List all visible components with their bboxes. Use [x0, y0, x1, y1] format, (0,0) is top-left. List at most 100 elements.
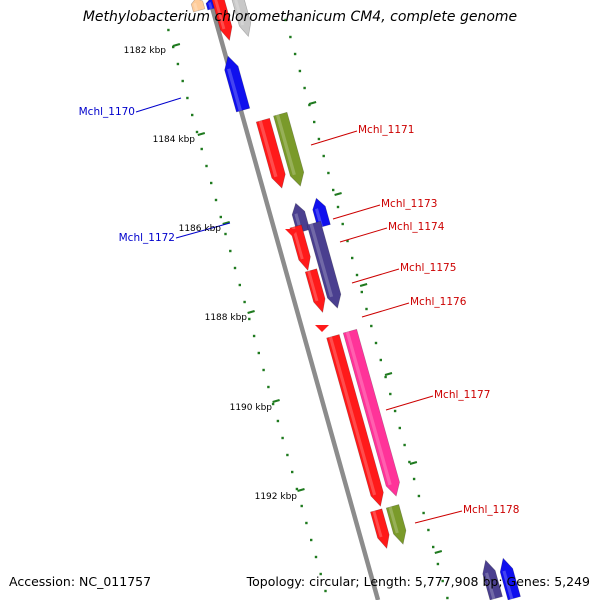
- gene-label-mchl-1172[interactable]: Mchl_1172: [119, 232, 175, 244]
- ruler-dot: [229, 249, 232, 253]
- coordinate-ruler: 1182 kbp 1184 kbp 1186 kbp 1188 kbp 1190…: [124, 46, 298, 502]
- gene-red-forward-2-highlight: [307, 270, 319, 302]
- gene-label-mchl-1173[interactable]: Mchl_1173: [381, 198, 437, 210]
- outer-track-dot: [284, 18, 287, 22]
- gene-red-forward-1-highlight: [258, 120, 278, 178]
- gene-tracks: [167, 0, 521, 600]
- outer-track-dot: [317, 137, 321, 141]
- gene-partial-bottom-blue[interactable]: [499, 557, 521, 600]
- ruler-dot: [262, 368, 265, 372]
- ruler-dot: [224, 232, 227, 236]
- ruler-dot: [191, 113, 194, 117]
- ruler-dot: [276, 419, 280, 423]
- ruler-dot: [295, 487, 299, 491]
- ruler-dot: [310, 538, 313, 542]
- gene-label-mchl-1174[interactable]: Mchl_1174: [388, 221, 445, 233]
- gene-red-forward-2[interactable]: [304, 268, 326, 314]
- ruler-dot: [176, 62, 180, 66]
- gene-navy-reverse[interactable]: [291, 202, 311, 234]
- gene-mchl-1170[interactable]: [224, 55, 251, 113]
- ruler-dot: [167, 28, 170, 32]
- leader-line-mchl-1172: [175, 222, 231, 239]
- major-tick: [222, 221, 230, 225]
- ruler-dot: [281, 436, 284, 440]
- gene-partial-top-red-highlight: [214, 0, 226, 30]
- major-tick: [297, 488, 305, 492]
- ruler-dot: [248, 317, 251, 321]
- outer-track-dot: [322, 154, 325, 158]
- leader-line-mchl-1170: [135, 97, 182, 113]
- outer-track-dot: [327, 171, 330, 175]
- outer-tick: [334, 192, 342, 196]
- ruler-dot: [286, 453, 289, 457]
- ruler-dot: [267, 385, 270, 389]
- gene-mchl-1178[interactable]: [385, 504, 407, 545]
- outer-track-dot: [389, 392, 392, 396]
- ruler-dot: [172, 45, 175, 49]
- outer-track-dot: [422, 511, 425, 515]
- ruler-dot: [205, 164, 208, 168]
- gene-label-mchl-1176[interactable]: Mchl_1176: [410, 296, 467, 308]
- gene-label-mchl-1177[interactable]: Mchl_1177: [434, 389, 490, 401]
- ruler-label-1190: 1190 kbp: [230, 403, 273, 413]
- ruler-dot: [181, 79, 184, 83]
- gene-mchl-1174[interactable]: [289, 224, 311, 272]
- gene-mchl-1172[interactable]: [312, 197, 331, 229]
- gene-partial-top-blue-highlight: [208, 2, 213, 10]
- outer-track-dot: [436, 562, 440, 566]
- ruler-dot: [233, 266, 237, 270]
- gene-label-mchl-1171[interactable]: Mchl_1171: [358, 124, 414, 136]
- gene-mchl-1177[interactable]: [342, 328, 400, 497]
- ruler-label-1186: 1186 kbp: [179, 224, 222, 234]
- outer-track-dot: [446, 596, 449, 600]
- gene-partial-bottom-navy[interactable]: [482, 559, 503, 600]
- leader-line-mchl-1177: [385, 395, 434, 411]
- gene-mchl-1177-red[interactable]: [326, 334, 384, 507]
- gene-mchl-1171-highlight: [275, 114, 296, 176]
- ruler-dot: [200, 147, 203, 151]
- outer-track-dot: [336, 205, 340, 209]
- gene-partial-bottom-blue-highlight: [502, 570, 514, 600]
- gene-red-forward-1[interactable]: [255, 117, 286, 189]
- ruler-dot: [271, 402, 275, 406]
- gene-mchl-1171[interactable]: [273, 111, 305, 187]
- gene-mchl-1173[interactable]: [285, 229, 299, 236]
- gene-mchl-1177-highlight: [345, 331, 392, 486]
- gene-mchl-1178-red-highlight: [372, 510, 383, 538]
- ruler-label-1184: 1184 kbp: [153, 135, 196, 145]
- outer-tick: [384, 372, 393, 376]
- outer-track-dot: [293, 52, 297, 56]
- leader-line-mchl-1178: [414, 510, 463, 524]
- ruler-dot: [319, 572, 322, 576]
- gene-labels: Mchl_1171 Mchl_1173 Mchl_1174 Mchl_1175 …: [79, 97, 519, 524]
- gene-partial-top-red[interactable]: [211, 0, 233, 42]
- gene-label-mchl-1170[interactable]: Mchl_1170: [79, 106, 135, 118]
- ruler-dot: [305, 521, 308, 525]
- leader-line-mchl-1176: [361, 302, 410, 318]
- outer-track-dot: [341, 222, 344, 226]
- ruler-dot: [214, 198, 218, 202]
- ruler-dot: [195, 130, 199, 134]
- gene-label-mchl-1175[interactable]: Mchl_1175: [400, 262, 456, 274]
- outer-track-dot: [298, 69, 302, 73]
- gene-mchl-1175[interactable]: [306, 220, 342, 309]
- outer-tick: [409, 461, 418, 465]
- outer-track-dot: [355, 273, 359, 277]
- major-tick: [272, 399, 280, 403]
- gene-mchl-1178-red[interactable]: [370, 508, 390, 550]
- outer-track-dot: [360, 290, 363, 294]
- leader-line-mchl-1175: [351, 268, 400, 284]
- outer-track-dot: [427, 528, 430, 532]
- gene-partial-top-grey[interactable]: [231, 0, 252, 38]
- ruler-dot: [324, 589, 327, 593]
- leader-line-mchl-1174: [339, 227, 388, 243]
- gene-label-mchl-1178[interactable]: Mchl_1178: [463, 504, 519, 516]
- major-tick: [247, 310, 255, 314]
- ruler-dot: [219, 215, 222, 219]
- gene-partial-bottom-navy-highlight: [485, 572, 496, 600]
- ruler-dot: [210, 181, 213, 185]
- accession-text: Accession: NC_011757: [9, 574, 152, 589]
- gene-partial-top-orange[interactable]: [190, 0, 206, 13]
- ruler-label-1192: 1192 kbp: [255, 492, 298, 502]
- gene-mchl-1176[interactable]: [315, 325, 329, 332]
